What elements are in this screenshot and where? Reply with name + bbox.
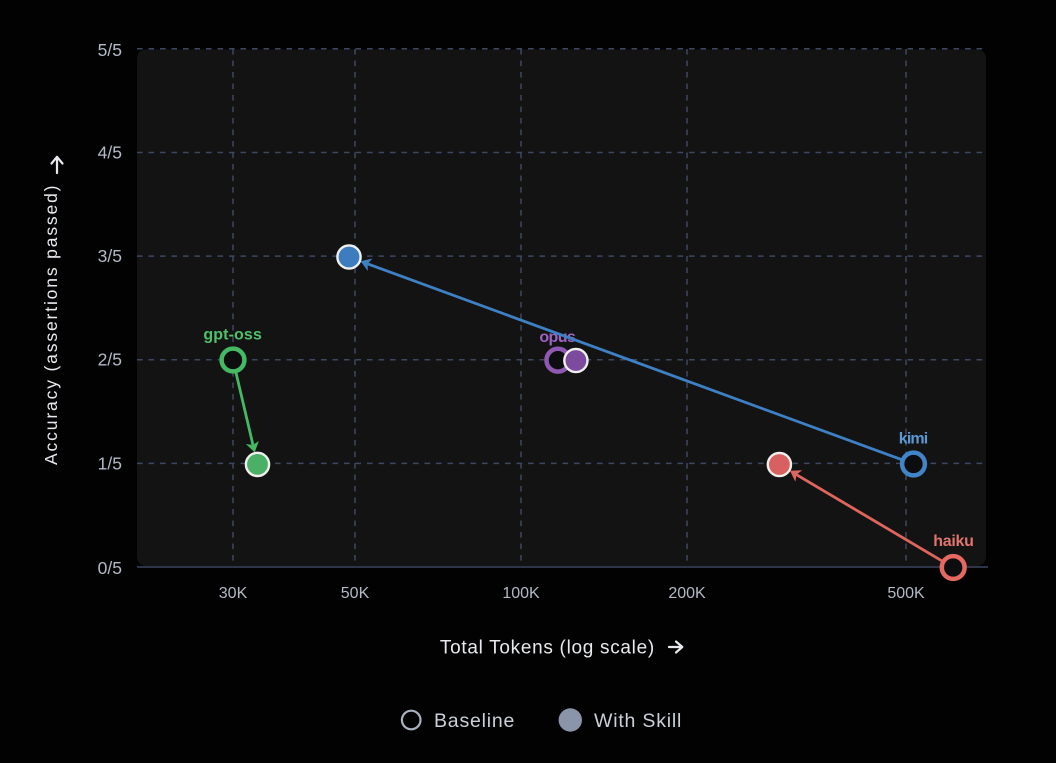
svg-text:kimi: kimi [899, 431, 928, 448]
svg-text:5/5: 5/5 [98, 40, 122, 60]
svg-text:4/5: 4/5 [98, 143, 122, 163]
svg-text:3/5: 3/5 [98, 246, 122, 266]
svg-text:Total Tokens (log scale): Total Tokens (log scale) [440, 638, 655, 659]
svg-text:With Skill: With Skill [594, 710, 682, 732]
svg-text:gpt-oss: gpt-oss [203, 326, 262, 343]
svg-text:2/5: 2/5 [98, 350, 122, 370]
svg-text:1/5: 1/5 [98, 453, 122, 473]
svg-text:opus: opus [539, 329, 576, 346]
svg-text:50K: 50K [341, 585, 370, 602]
svg-text:100K: 100K [502, 585, 540, 602]
svg-text:Baseline: Baseline [434, 710, 515, 732]
svg-text:30K: 30K [219, 585, 248, 602]
svg-text:0/5: 0/5 [98, 558, 122, 578]
svg-text:haiku: haiku [933, 533, 974, 550]
svg-text:Accuracy (assertions passed): Accuracy (assertions passed) [41, 184, 61, 465]
svg-text:200K: 200K [668, 585, 706, 602]
svg-text:500K: 500K [887, 585, 925, 602]
